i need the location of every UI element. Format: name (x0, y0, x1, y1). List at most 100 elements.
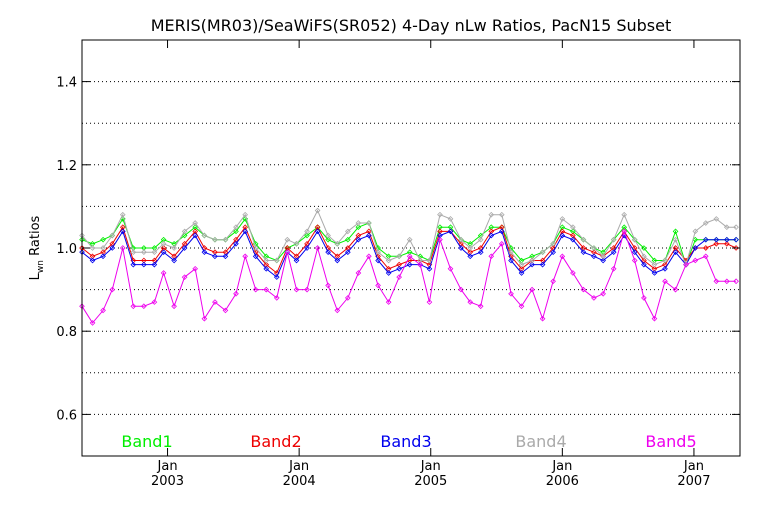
data-point (192, 265, 199, 272)
data-point (621, 224, 628, 231)
data-point (508, 249, 514, 256)
data-point (325, 282, 331, 289)
data-point (499, 228, 505, 235)
data-point (79, 232, 85, 239)
data-point (406, 236, 413, 243)
data-point (141, 257, 147, 264)
data-point (437, 236, 443, 243)
data-point (151, 261, 158, 268)
data-point (683, 261, 689, 268)
data-point (610, 245, 617, 251)
data-point (713, 241, 720, 247)
data-point (518, 257, 525, 264)
data-point (151, 257, 158, 264)
data-point (293, 253, 300, 260)
data-point (119, 211, 126, 218)
data-point (304, 241, 310, 247)
data-point (355, 232, 362, 239)
data-point (662, 257, 668, 264)
data-point (539, 315, 546, 322)
data-point (713, 236, 720, 243)
y-axis-label-subscript: wn (36, 260, 46, 273)
data-point (141, 303, 147, 310)
data-point (406, 261, 413, 268)
data-point (171, 257, 177, 264)
data-point (467, 249, 474, 256)
data-point (79, 236, 85, 243)
data-point (539, 249, 546, 256)
data-point (171, 253, 177, 260)
data-point (529, 257, 535, 264)
data-point (130, 261, 137, 268)
data-point (713, 216, 720, 222)
data-point (610, 265, 617, 272)
data-point (692, 257, 699, 264)
data-point (181, 228, 188, 235)
y-axis: 0.6 0.8 1.0 1.2 1.4 (56, 76, 740, 423)
data-point (702, 253, 709, 260)
data-point (119, 224, 126, 231)
series-line (81, 226, 737, 274)
data-point (242, 211, 249, 218)
data-point (724, 236, 730, 243)
data-point (284, 249, 291, 255)
data-point (79, 303, 85, 310)
data-point (314, 228, 321, 235)
data-point (641, 253, 647, 260)
legend-band5: Band5 (645, 432, 696, 451)
data-point (692, 228, 699, 235)
data-point (702, 236, 709, 243)
y-tick-label: 0.6 (56, 408, 77, 423)
data-point (181, 245, 188, 251)
data-point (252, 253, 259, 260)
data-point (151, 299, 158, 305)
data-point (467, 253, 474, 260)
data-point (733, 245, 739, 251)
data-point (539, 261, 546, 268)
data-point (385, 253, 392, 260)
data-point (160, 240, 167, 247)
data-point (662, 278, 668, 285)
data-point (591, 245, 597, 251)
data-point (366, 253, 372, 260)
data-point (109, 286, 116, 293)
data-point (100, 253, 106, 260)
data-point (600, 253, 606, 260)
x-tick-label-month: Jan (683, 459, 704, 474)
data-point (212, 249, 218, 256)
data-point (151, 245, 158, 251)
data-point (417, 261, 424, 268)
data-point (641, 295, 647, 301)
data-point (641, 245, 647, 251)
data-point (212, 236, 218, 243)
data-point (100, 307, 106, 314)
data-point (304, 286, 310, 293)
data-point (733, 278, 739, 285)
data-point (447, 228, 454, 235)
y-axis-label-rest: Ratios (28, 215, 43, 260)
data-point (119, 228, 126, 235)
data-point (375, 249, 381, 256)
data-point (631, 245, 638, 251)
data-point (192, 228, 199, 235)
data-point (273, 257, 280, 264)
data-point (100, 249, 106, 255)
series-band5 (79, 228, 739, 326)
data-point (672, 286, 679, 293)
data-point (263, 265, 270, 272)
data-point (109, 240, 116, 247)
data-point (508, 290, 514, 297)
data-point (550, 249, 556, 256)
data-point (447, 216, 454, 222)
data-point (426, 299, 433, 305)
data-point (426, 265, 433, 272)
data-point (325, 236, 331, 243)
data-point (662, 265, 668, 272)
data-point (498, 241, 505, 247)
data-point (192, 220, 198, 226)
data-point (160, 249, 167, 255)
data-point (89, 257, 96, 264)
data-point (477, 249, 484, 256)
data-point (672, 245, 679, 251)
